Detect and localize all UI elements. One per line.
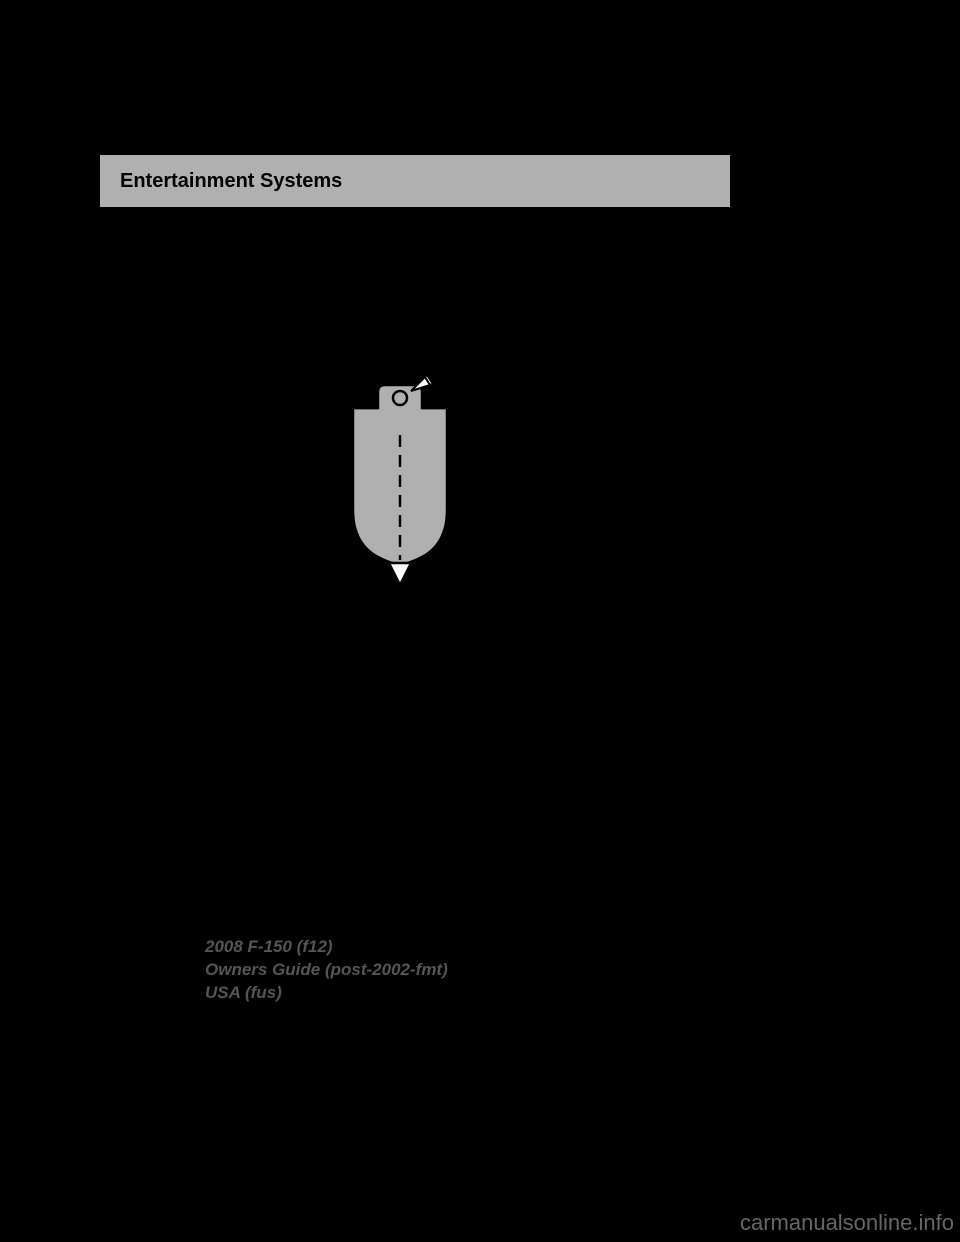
footer-line-model: 2008 F-150 (f12) [205, 936, 448, 959]
watermark-text: carmanualsonline.info [740, 1210, 954, 1236]
section-header-title: Entertainment Systems [120, 170, 342, 193]
page-container: Entertainment Systems [100, 125, 860, 1125]
battery-diagram [325, 360, 505, 590]
footer-info: 2008 F-150 (f12) Owners Guide (post-2002… [205, 936, 448, 1005]
top-arrow-icon [411, 360, 460, 391]
footer-line-guide: Owners Guide (post-2002-fmt) [205, 959, 448, 982]
battery-diagram-svg [325, 360, 505, 590]
section-header-bar: Entertainment Systems [100, 155, 730, 207]
footer-line-region: USA (fus) [205, 982, 448, 1005]
